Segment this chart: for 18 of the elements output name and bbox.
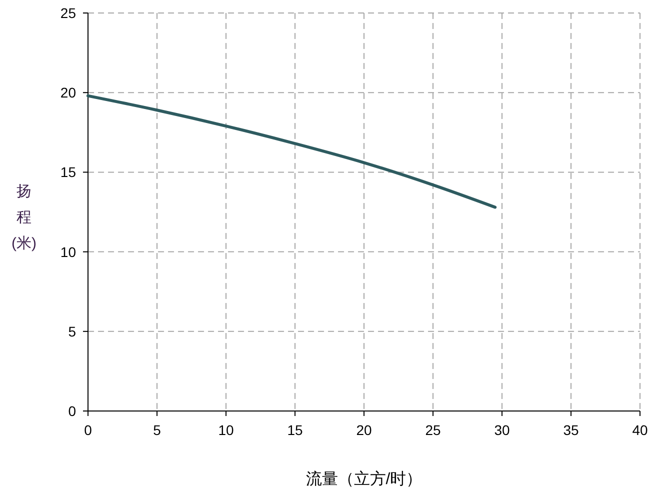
x-axis-title: 流量（立方/时） bbox=[306, 470, 422, 488]
x-tick-label: 15 bbox=[287, 422, 303, 438]
y-tick-label: 25 bbox=[60, 5, 76, 21]
y-tick-label: 20 bbox=[60, 84, 76, 101]
x-tick-label: 40 bbox=[632, 422, 648, 438]
x-tick-label: 0 bbox=[84, 422, 92, 438]
x-tick-label: 20 bbox=[356, 422, 372, 438]
line-series bbox=[86, 94, 497, 209]
y-tick-label: 15 bbox=[60, 164, 76, 180]
x-tick-label: 30 bbox=[494, 422, 510, 438]
x-tick-label: 10 bbox=[218, 422, 234, 438]
y-tick-label: 0 bbox=[68, 403, 76, 419]
y-tick-label: 5 bbox=[68, 323, 76, 340]
y-tick-label: 10 bbox=[60, 244, 76, 260]
x-tick-label: 35 bbox=[563, 422, 579, 438]
y-axis-title: 扬程(米) bbox=[12, 183, 36, 252]
x-tick-label: 5 bbox=[153, 422, 162, 438]
x-tick-label: 25 bbox=[425, 422, 441, 438]
